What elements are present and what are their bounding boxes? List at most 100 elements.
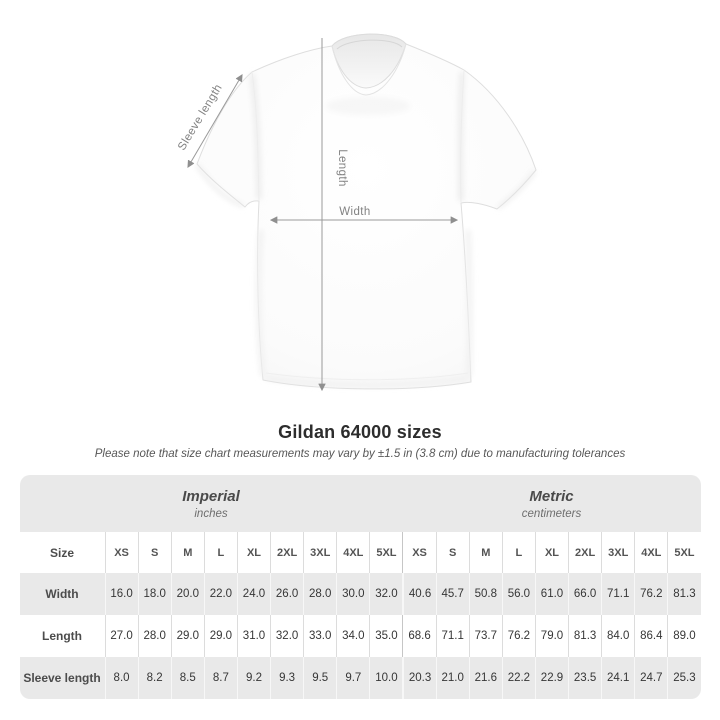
value-cell: 26.0 bbox=[270, 573, 303, 615]
size-header-cell: 4XL bbox=[634, 532, 667, 573]
size-header-cell: L bbox=[501, 532, 535, 573]
value-cell: 35.0 bbox=[369, 615, 402, 657]
value-cell: 56.0 bbox=[501, 573, 535, 615]
value-cell: 32.0 bbox=[270, 615, 303, 657]
value-cell: 20.0 bbox=[170, 573, 204, 615]
size-header-cell: M bbox=[468, 532, 502, 573]
value-cell: 76.2 bbox=[634, 573, 667, 615]
size-row-label: Size bbox=[49, 545, 74, 560]
value-cell: 71.1 bbox=[601, 573, 634, 615]
size-header-cell: XS bbox=[402, 532, 435, 573]
imperial-group-name: Imperial bbox=[182, 487, 240, 505]
size-header-cell: 3XL bbox=[303, 532, 336, 573]
value-cell: 68.6 bbox=[402, 615, 435, 657]
width-label: Width bbox=[339, 206, 370, 218]
value-cell: 32.0 bbox=[369, 573, 402, 615]
value-cell: 27.0 bbox=[104, 615, 138, 657]
value-cell: 8.7 bbox=[203, 657, 237, 699]
size-header-cell: XL bbox=[534, 532, 568, 573]
size-header-cell: S bbox=[137, 532, 171, 573]
value-cell: 33.0 bbox=[303, 615, 336, 657]
value-cell: 22.2 bbox=[501, 657, 535, 699]
value-cell: 8.2 bbox=[137, 657, 171, 699]
value-cell: 9.2 bbox=[236, 657, 270, 699]
value-cell: 79.0 bbox=[534, 615, 568, 657]
value-cell: 28.0 bbox=[137, 615, 171, 657]
value-cell: 18.0 bbox=[137, 573, 171, 615]
value-cell: 29.0 bbox=[170, 615, 204, 657]
value-cell: 9.3 bbox=[270, 657, 303, 699]
front-collar-seam bbox=[331, 43, 407, 96]
tshirt-illustration: Sleeve length Length Width bbox=[176, 33, 537, 392]
value-cell: 29.0 bbox=[203, 615, 237, 657]
unit-group-header: Imperial inches Metric centimeters bbox=[19, 475, 701, 532]
sleeve-length-arrow bbox=[187, 74, 243, 168]
value-cell: 8.5 bbox=[170, 657, 204, 699]
page-title: Gildan 64000 sizes bbox=[278, 422, 442, 442]
size-header-cell: 4XL bbox=[336, 532, 369, 573]
value-cell: 89.0 bbox=[667, 615, 700, 657]
value-cell: 8.0 bbox=[104, 657, 138, 699]
value-cell: 22.0 bbox=[203, 573, 237, 615]
value-cell: 71.1 bbox=[435, 615, 469, 657]
collar-opening bbox=[331, 33, 407, 89]
row-label: Length bbox=[42, 629, 82, 643]
table-row-length: Length 27.0 28.0 29.0 29.0 31.0 32.0 33.… bbox=[19, 615, 701, 657]
table-row-width: Width 16.0 18.0 20.0 22.0 24.0 26.0 28.0… bbox=[19, 573, 701, 615]
size-header-cell: XS bbox=[104, 532, 138, 573]
size-chart-table: Imperial inches Metric centimeters Size … bbox=[19, 475, 701, 699]
value-cell: 30.0 bbox=[336, 573, 369, 615]
value-cell: 22.9 bbox=[534, 657, 568, 699]
tolerance-note: Please note that size chart measurements… bbox=[94, 448, 626, 460]
size-header-cell: 2XL bbox=[270, 532, 303, 573]
size-header-cell: XL bbox=[236, 532, 270, 573]
imperial-group-header: Imperial inches bbox=[20, 475, 403, 532]
value-cell: 10.0 bbox=[369, 657, 402, 699]
value-cell: 86.4 bbox=[634, 615, 667, 657]
value-cell: 16.0 bbox=[104, 573, 138, 615]
left-armhole-seam bbox=[251, 71, 260, 202]
value-cell: 25.3 bbox=[667, 657, 700, 699]
tshirt-shape bbox=[195, 33, 537, 390]
row-label: Sleeve length bbox=[23, 671, 101, 685]
value-cell: 50.8 bbox=[468, 573, 502, 615]
value-cell: 9.5 bbox=[303, 657, 336, 699]
value-cell: 23.5 bbox=[568, 657, 601, 699]
value-cell: 45.7 bbox=[435, 573, 469, 615]
value-cell: 24.1 bbox=[601, 657, 634, 699]
imperial-group-unit: inches bbox=[194, 507, 228, 520]
size-header-cell: 5XL bbox=[667, 532, 700, 573]
value-cell: 73.7 bbox=[468, 615, 502, 657]
size-header-cell: L bbox=[203, 532, 237, 573]
back-collar-seam bbox=[336, 39, 403, 50]
value-cell: 61.0 bbox=[534, 573, 568, 615]
size-header-row: Size XS S M L XL 2XL 3XL 4XL 5XL XS S M … bbox=[19, 532, 701, 573]
size-header-cell: M bbox=[170, 532, 204, 573]
size-header-cell: S bbox=[435, 532, 469, 573]
row-label: Width bbox=[45, 587, 79, 601]
value-cell: 40.6 bbox=[402, 573, 435, 615]
value-cell: 66.0 bbox=[568, 573, 601, 615]
size-diagram: Sleeve length Length Width bbox=[176, 33, 537, 392]
value-cell: 76.2 bbox=[501, 615, 535, 657]
metric-group-header: Metric centimeters bbox=[403, 475, 701, 532]
table-row-sleeve-length: Sleeve length 8.0 8.2 8.5 8.7 9.2 9.3 9.… bbox=[19, 657, 701, 699]
value-cell: 81.3 bbox=[568, 615, 601, 657]
metric-group-unit: centimeters bbox=[521, 507, 582, 520]
value-cell: 31.0 bbox=[236, 615, 270, 657]
size-header-cell: 2XL bbox=[568, 532, 601, 573]
metric-group-name: Metric bbox=[529, 487, 574, 505]
value-cell: 24.0 bbox=[236, 573, 270, 615]
value-cell: 28.0 bbox=[303, 573, 336, 615]
size-header-cell: 3XL bbox=[601, 532, 634, 573]
size-header-cell: 5XL bbox=[369, 532, 402, 573]
value-cell: 21.6 bbox=[468, 657, 502, 699]
hem-stitch bbox=[265, 372, 469, 381]
value-cell: 81.3 bbox=[667, 573, 700, 615]
length-label: Length bbox=[336, 149, 348, 187]
value-cell: 20.3 bbox=[402, 657, 435, 699]
value-cell: 21.0 bbox=[435, 657, 469, 699]
value-cell: 34.0 bbox=[336, 615, 369, 657]
value-cell: 84.0 bbox=[601, 615, 634, 657]
value-cell: 9.7 bbox=[336, 657, 369, 699]
